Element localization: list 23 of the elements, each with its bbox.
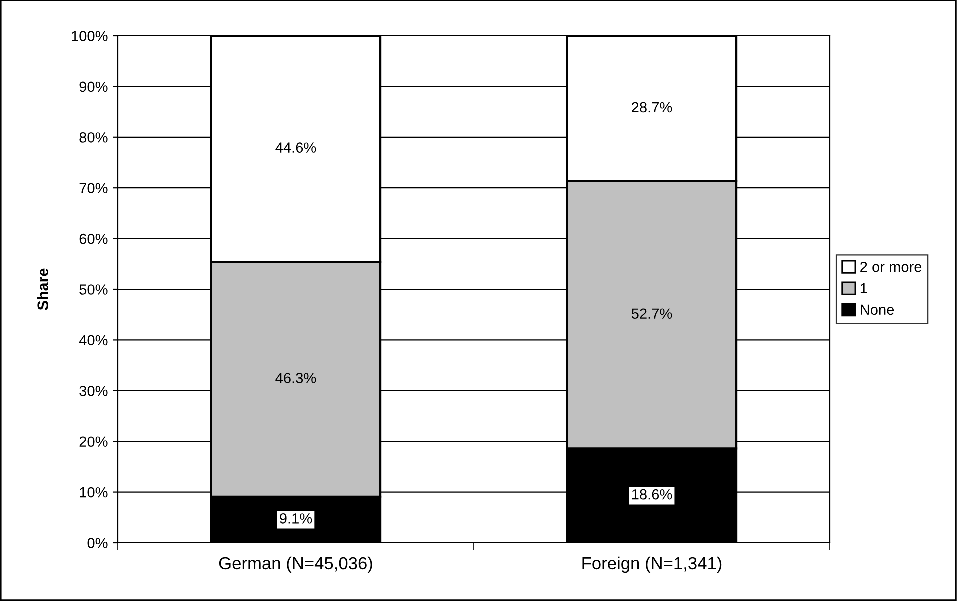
y-tick-label: 30% — [80, 386, 108, 396]
y-tick-label: 100% — [72, 31, 108, 42]
y-tick-label: 20% — [80, 436, 108, 448]
data-label: 9.1% — [280, 514, 312, 524]
y-tick-label: 70% — [80, 183, 108, 194]
y-tick-label: 40% — [79, 335, 108, 346]
y-tick-label: 80% — [80, 132, 108, 143]
y-axis-title: Share — [37, 268, 49, 310]
y-tick-label: 10% — [80, 487, 108, 498]
y-tick-label: 50% — [80, 284, 108, 295]
y-tick-label: 90% — [80, 82, 108, 92]
y-tick-label: 0% — [88, 538, 108, 548]
data-label: 52.7% — [632, 308, 672, 320]
data-label: 18.6% — [632, 489, 672, 500]
y-tick-label: 60% — [80, 234, 108, 244]
legend-label: 1 — [860, 283, 868, 294]
legend-label: 2 or more — [860, 262, 922, 272]
legend-label: None — [861, 304, 894, 316]
data-label: 46.3% — [276, 373, 316, 384]
x-tick-label: Foreign (N=1,341) — [582, 556, 722, 574]
x-tick-label: German (N=45,036) — [219, 556, 372, 574]
data-label: 44.6% — [276, 142, 316, 153]
data-label: 28.7% — [632, 102, 672, 113]
